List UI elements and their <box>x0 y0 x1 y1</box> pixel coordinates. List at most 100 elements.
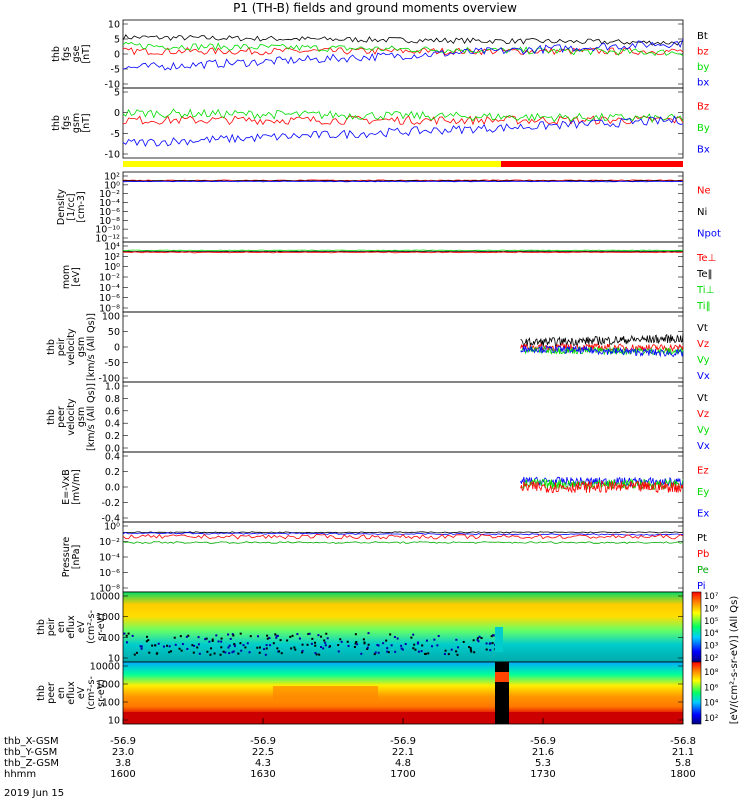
y-tick-label: 100 <box>102 698 120 709</box>
spectrogram-noise <box>393 636 396 639</box>
ephem-row-label: thb_Z-GSM <box>4 758 59 769</box>
spectrogram-noise <box>412 647 415 650</box>
y-tick-label: 10⁻⁸ <box>99 216 120 227</box>
y-tick-label: -5 <box>111 65 120 76</box>
y-tick-label: 5 <box>114 35 120 46</box>
spectrogram-noise <box>166 644 169 647</box>
ephem-value: 4.8 <box>395 758 411 769</box>
spectrogram-noise <box>279 639 282 642</box>
colorbar-peir-tick: 10² <box>704 654 718 664</box>
spectrogram-gap <box>495 627 503 652</box>
ephem-value: -56.9 <box>390 736 416 747</box>
spectrogram-noise <box>490 635 493 638</box>
spectrogram-noise <box>246 642 249 645</box>
y-axis-label: [km/s (All Qs)] <box>86 313 97 381</box>
spectrogram-noise <box>231 633 234 636</box>
spectrogram-noise <box>382 642 385 645</box>
spectrogram-noise <box>233 645 236 648</box>
ephem-row-label: hhmm <box>4 769 36 780</box>
trace <box>520 345 684 358</box>
spectrogram-noise <box>173 636 176 639</box>
ephem-row-label: thb_Y-GSM <box>4 747 57 758</box>
spectrogram-noise <box>268 636 271 639</box>
spectrogram-noise <box>456 653 459 656</box>
y-tick-label: 10 <box>108 716 120 727</box>
y-tick-label: 1000 <box>96 680 120 691</box>
spectrogram-noise <box>404 643 407 646</box>
y-axis-label: peer <box>46 682 57 704</box>
spectrogram-noise <box>317 634 320 637</box>
ephemeris-table: thb_X-GSM -56.9 -56.9 -56.9 -56.9 -56.8 thb_Y-… <box>4 718 696 780</box>
spectrogram-noise <box>320 635 323 638</box>
spectrogram-noise <box>473 651 476 654</box>
spectrogram-noise <box>478 635 481 638</box>
spectrogram-noise <box>151 644 154 647</box>
spectrogram-noise <box>232 650 235 653</box>
spectrogram-noise <box>227 646 230 649</box>
y-tick-label: 5 <box>114 88 120 99</box>
y-tick-label: 0.0 <box>105 483 120 494</box>
spectrogram-noise <box>125 641 128 644</box>
spectrogram-noise <box>492 634 495 637</box>
y-tick-label: 10⁰ <box>104 522 120 533</box>
spectrogram-noise <box>265 647 268 650</box>
ephem-row-label: thb_X-GSM <box>4 736 59 747</box>
legend-Vx: Vx <box>697 441 710 452</box>
spectrogram-noise <box>180 649 183 652</box>
spectrogram-noise <box>197 643 200 646</box>
legend-Vy: Vy <box>697 355 710 366</box>
colorbar-peer <box>691 661 702 725</box>
legend-Te‖: Te‖ <box>696 269 713 280</box>
legend-Vx: Vx <box>697 371 710 382</box>
spectrogram-noise <box>148 651 151 654</box>
spectrogram-noise <box>301 649 304 652</box>
spectrogram-noise <box>196 646 199 649</box>
spectrogram-noise <box>373 653 376 656</box>
panel-peir_spec: 10000 1000 100 10 thb peir en eflux eV (cm²-s-sr-… <box>36 592 684 665</box>
y-tick-label: -0.2 <box>101 498 120 509</box>
spectrogram-noise <box>412 633 415 636</box>
legend-Vz: Vz <box>697 339 709 350</box>
spectrogram-noise <box>346 640 349 643</box>
trace <box>122 533 684 540</box>
spectrogram-noise <box>424 652 427 655</box>
y-tick-label: 0 <box>114 108 120 119</box>
spectrogram-noise <box>433 638 436 641</box>
y-axis-label: gsm <box>76 407 87 427</box>
spectrogram-noise <box>240 649 243 652</box>
y-axis-label: sr-eV) <box>96 679 107 707</box>
spectrogram-noise <box>293 646 296 649</box>
spectrogram-noise <box>181 643 184 646</box>
spectrogram-noise <box>401 648 404 651</box>
spectrogram-noise <box>436 644 439 647</box>
ephem-value: 3.8 <box>115 758 131 769</box>
spectrogram-noise <box>239 642 242 645</box>
colorbar-peir-tick: 10⁶ <box>704 604 719 614</box>
spectrogram-noise <box>213 652 216 655</box>
ephem-value: -56.9 <box>110 736 136 747</box>
y-tick-label: 0.6 <box>105 406 120 417</box>
spectrogram-noise <box>307 633 310 636</box>
spectrogram-noise <box>414 648 417 651</box>
spectrogram-noise <box>355 640 358 643</box>
spectrogram-noise <box>421 644 424 647</box>
spectrogram-noise <box>339 638 342 641</box>
spectrogram-noise <box>125 634 128 637</box>
y-axis-label: [cm-3] <box>76 191 87 222</box>
spectrogram-noise <box>400 644 403 647</box>
spectrogram-noise <box>257 635 260 638</box>
spectrogram-noise <box>301 651 304 654</box>
spectrogram-noise <box>286 639 289 642</box>
spectrogram-noise <box>480 637 483 640</box>
spectrogram-noise <box>156 652 159 655</box>
panel-frame <box>122 381 684 453</box>
y-tick-label: 10⁻² <box>99 273 120 284</box>
spectrogram-noise <box>208 640 211 643</box>
y-tick-label: 10⁻⁶ <box>99 293 120 304</box>
spectrogram-noise <box>191 644 194 647</box>
spectrogram-noise <box>366 647 369 650</box>
spectrogram-noise <box>127 632 130 635</box>
spectrogram-noise <box>363 641 366 644</box>
y-axis-label: (cm²-s- <box>86 610 97 644</box>
colorbar-peer-tick: 10⁸ <box>704 668 719 678</box>
